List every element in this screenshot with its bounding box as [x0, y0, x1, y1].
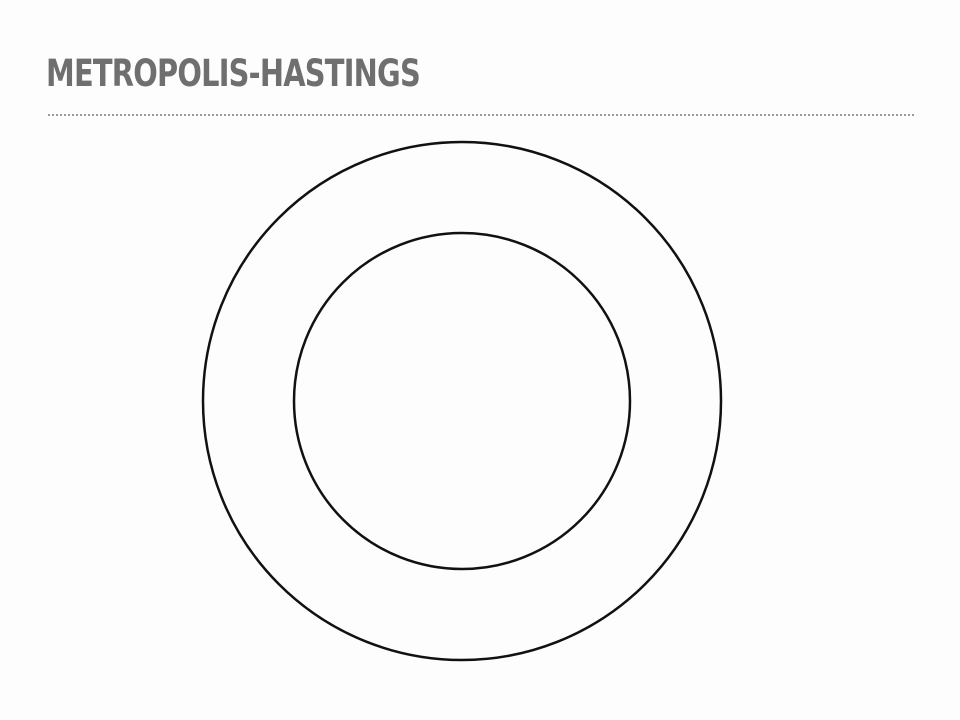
- title-divider: [48, 114, 914, 116]
- inner-circle: [292, 231, 632, 571]
- outer-circle: [201, 140, 723, 662]
- slide-title: METROPOLIS-HASTINGS: [46, 52, 421, 95]
